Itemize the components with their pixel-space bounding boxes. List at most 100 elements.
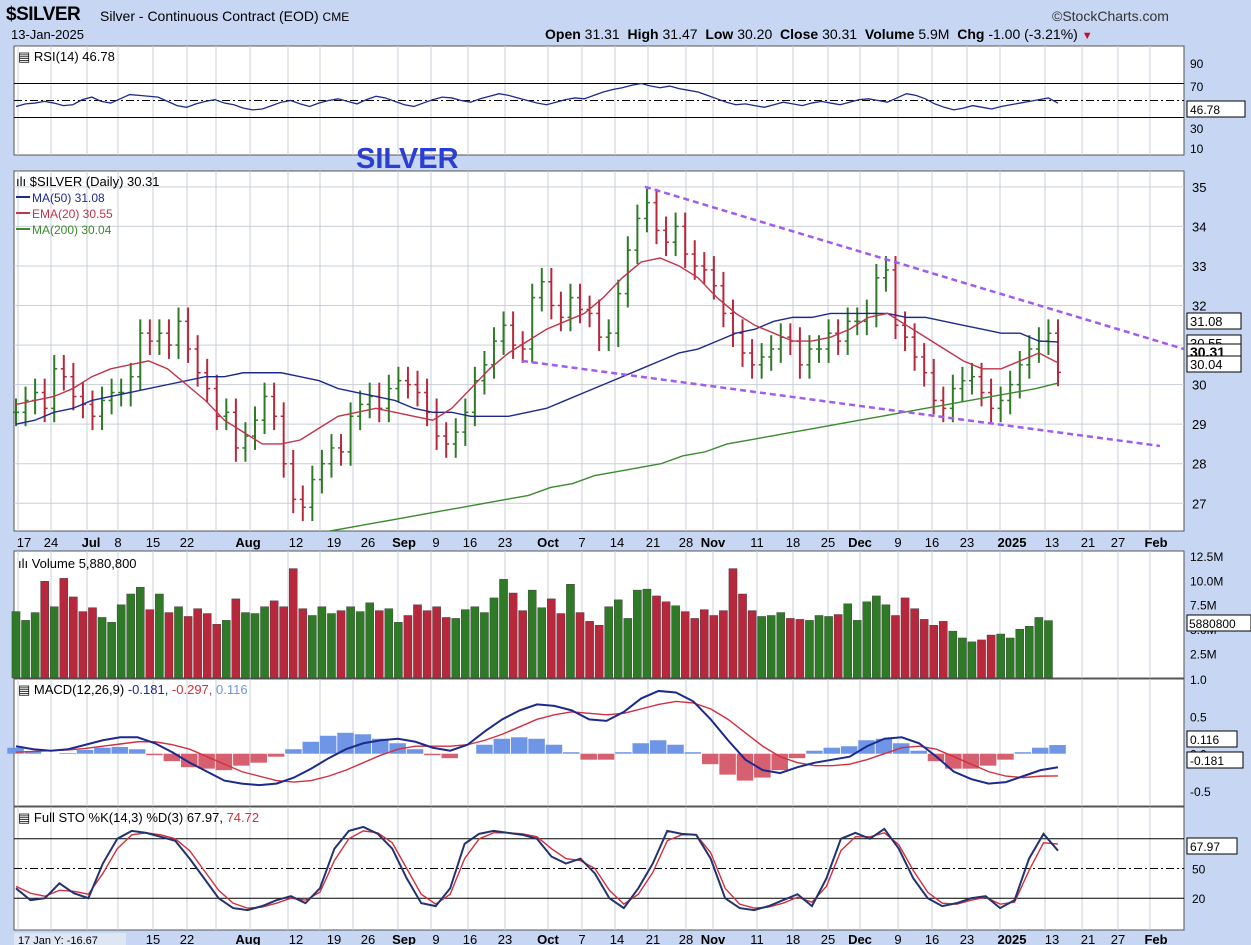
volume-bar	[40, 581, 49, 679]
volume-bar	[967, 641, 977, 679]
date-axis-label: 27	[1111, 535, 1125, 550]
macd-histogram-bar	[875, 738, 893, 754]
macd-histogram-bar	[528, 738, 545, 754]
rsi-tick-label: 70	[1190, 80, 1204, 94]
volume-tick-label: 10.0M	[1190, 574, 1223, 588]
macd-histogram-bar	[441, 753, 458, 759]
volume-bar	[776, 612, 786, 679]
macd-histogram-bar	[111, 746, 129, 754]
macd-histogram-bar	[76, 749, 94, 754]
volume-bar	[136, 586, 145, 679]
volume-bar	[508, 592, 518, 679]
volume-bar	[193, 608, 202, 679]
volume-bar	[250, 613, 260, 679]
macd-histogram-bar	[285, 749, 302, 754]
volume-tick-label: 7.5M	[1190, 599, 1217, 613]
bottom-date-label: Feb	[1144, 932, 1167, 945]
stockcharts-logo[interactable]: ©StockCharts.com	[1052, 8, 1169, 24]
volume-bar	[585, 621, 594, 679]
volume-bar	[939, 621, 948, 679]
date-axis-label: Oct	[537, 535, 559, 550]
volume-bar	[661, 601, 671, 679]
volume-bar	[547, 598, 556, 679]
macd-label-value: -0.297,	[172, 682, 216, 697]
rsi-tick-label: 10	[1190, 142, 1204, 156]
volume-bar	[126, 593, 135, 679]
date-axis-label: 8	[114, 535, 121, 550]
volume-bar	[575, 612, 585, 679]
date-axis-label: 21	[1081, 535, 1095, 550]
bottom-date-label: 26	[361, 932, 375, 945]
volume-bar	[633, 589, 642, 679]
volume-bar	[527, 589, 537, 679]
volume-bar	[59, 578, 69, 679]
volume-bar	[700, 609, 709, 679]
bottom-date-label: Oct	[537, 932, 559, 945]
macd-histogram-bar	[302, 741, 320, 754]
volume-bar	[690, 618, 699, 679]
date-axis-label: 25	[821, 535, 835, 550]
volume-bar	[164, 612, 174, 679]
macd-histogram-bar	[649, 740, 667, 754]
volume-bar	[1015, 628, 1025, 679]
bottom-date-label: 13	[1045, 932, 1059, 945]
macd-line	[15, 689, 1059, 787]
price-tick-label: 35	[1192, 180, 1206, 195]
date-axis-label: Sep	[392, 535, 416, 550]
price-tick-label: 28	[1192, 457, 1206, 472]
lower-trendline	[521, 359, 1161, 448]
volume-bar	[432, 606, 441, 679]
volume-bar	[107, 622, 116, 679]
volume-bar	[1025, 626, 1034, 679]
volume-bar	[747, 610, 757, 679]
volume-bar	[384, 608, 394, 679]
upper-trendline	[644, 185, 1185, 351]
macd-label-value: 0.116	[216, 682, 248, 697]
bottom-date-label: 16	[925, 932, 939, 945]
bottom-date-label: 25	[821, 932, 835, 945]
volume-bar	[623, 618, 633, 679]
date-axis-label: 22	[180, 535, 194, 550]
ma200-line	[329, 382, 1059, 532]
date-axis-label: 26	[361, 535, 375, 550]
bottom-date-label: Aug	[235, 932, 260, 945]
macd-tick-label: -0.5	[1190, 785, 1211, 799]
volume-bar	[986, 634, 996, 679]
bottom-date-label: 15	[146, 932, 160, 945]
volume-bar	[566, 584, 575, 679]
volume-value-box	[1186, 614, 1251, 632]
rsi-value-box	[1186, 100, 1246, 118]
price-tick-label: 29	[1192, 417, 1206, 432]
volume-bar	[308, 615, 317, 679]
volume-bar	[872, 595, 881, 679]
volume-bar	[852, 620, 862, 679]
volume-bar	[269, 600, 279, 679]
sto-tick-label: 50	[1192, 863, 1206, 877]
volume-bar	[805, 620, 814, 679]
date-axis-label: 17	[17, 535, 31, 550]
date-axis-label: 7	[578, 535, 585, 550]
price-tick-label: 30	[1192, 378, 1206, 393]
bottom-date-label: 7	[578, 932, 585, 945]
bottom-date-label: 9	[894, 932, 901, 945]
volume-bar	[843, 603, 852, 679]
volume-bar	[212, 624, 222, 679]
volume-bar	[21, 620, 30, 679]
bottom-date-label: 22	[180, 932, 194, 945]
date-axis-label: 21	[646, 535, 660, 550]
sto-label: ▤ Full STO %K(14,3) %D(3) 67.97, 74.72	[18, 810, 259, 825]
volume-bar	[518, 610, 527, 679]
bottom-date-label: Dec	[848, 932, 872, 945]
volume-bar	[499, 579, 508, 679]
rsi-tick-label: 30	[1190, 122, 1204, 136]
macd-hist-value-box	[1186, 730, 1238, 748]
macd-histogram-bar	[146, 753, 163, 756]
macd-histogram-bar	[667, 744, 684, 754]
volume-bar	[1034, 617, 1044, 679]
sto-value: 67.97	[1190, 840, 1220, 854]
volume-bar	[183, 616, 193, 679]
volume-bar	[814, 615, 824, 679]
volume-value-label: 5880800	[1189, 617, 1236, 631]
